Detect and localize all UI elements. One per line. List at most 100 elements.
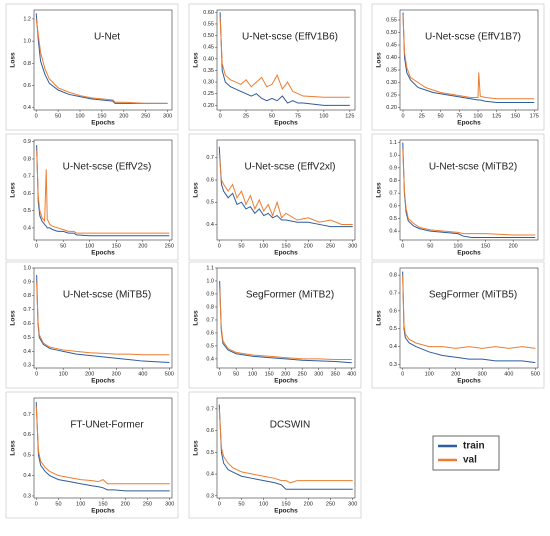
y-tick-label: 0.6 [23,321,31,327]
x-tick-label: 250 [298,371,307,377]
legend-box [432,435,500,471]
x-tick-label: 50 [427,243,433,249]
y-axis-label: Loss [10,310,17,326]
x-tick-label: 100 [59,371,68,377]
x-tick-label: 0 [401,243,404,249]
x-tick-label: 50 [437,113,443,119]
x-axis-label: Epochs [274,508,298,515]
y-tick-label: 0.50 [386,30,397,36]
y-tick-label: 0.40 [386,55,397,61]
legend-label: val [463,455,477,466]
panel-frame [188,261,362,389]
y-tick-label: 1.0 [23,39,31,45]
y-axis-label: Loss [10,182,17,198]
x-tick-label: 100 [425,371,434,377]
series-line [219,287,352,361]
x-tick-label: 300 [112,371,121,377]
y-tick-label: 0.30 [386,80,397,86]
chart-title: U-Net-scse (MiTB5) [63,290,151,301]
y-tick-label: 0.40 [203,56,214,62]
x-tick-label: 200 [138,243,147,249]
x-tick-label: 75 [456,113,462,119]
panel-frame [188,3,362,131]
y-tick-label: 0.5 [23,208,31,214]
x-tick-label: 200 [451,371,460,377]
x-tick-label: 300 [348,501,357,507]
y-tick-label: 0.6 [23,432,31,438]
y-tick-label: 0.5 [23,453,31,459]
x-tick-label: 75 [295,113,301,119]
x-tick-label: 250 [326,243,335,249]
series-line [219,280,352,364]
panel-frame [5,133,179,261]
y-tick-label: 0.7 [389,191,397,197]
y-axis-label: Loss [193,440,200,456]
chart-title: SegFormer (MiTB2) [246,290,334,301]
y-tick-label: 0.8 [23,293,31,299]
x-axis-label: Epochs [91,120,115,127]
x-tick-label: 150 [98,501,107,507]
x-tick-label: 200 [304,501,313,507]
series-line [218,408,353,484]
y-tick-label: 0.8 [23,61,31,67]
x-axis-label: Epochs [274,378,298,385]
plot-frame [399,9,539,111]
x-tick-label: 400 [504,371,513,377]
panel-frame [188,391,362,519]
series-line [35,402,170,492]
y-tick-label: 0.25 [203,91,214,97]
y-tick-label: 1.0 [23,265,31,271]
x-tick-label: 150 [112,243,121,249]
chart-title: SegFormer (MiTB5) [429,290,517,301]
series-line [402,14,535,100]
y-tick-label: 1.1 [206,265,214,271]
series-line [36,274,170,363]
y-tick-label: 0.6 [206,428,214,434]
x-tick-label: 0 [401,113,404,119]
plot-frame [33,139,173,241]
x-tick-label: 0 [218,501,221,507]
y-tick-label: 0.7 [23,412,31,418]
panel-frame [188,133,362,261]
y-axis-label: Loss [193,310,200,326]
y-tick-label: 0.7 [206,406,214,412]
x-tick-label: 400 [347,371,356,377]
series-line [402,275,536,349]
y-tick-label: 0.30 [203,80,214,86]
y-tick-label: 0.45 [203,45,214,51]
y-tick-label: 0.7 [206,155,214,161]
series-line [219,12,350,106]
y-tick-label: 0.5 [23,335,31,341]
x-axis-label: Epochs [274,120,298,127]
x-tick-label: 200 [509,243,518,249]
y-tick-label: 1.0 [206,278,214,284]
y-axis-label: Loss [193,52,200,68]
x-tick-label: 50 [269,113,275,119]
x-tick-label: 0 [35,113,38,119]
x-tick-label: 0 [401,371,404,377]
y-axis-label: Loss [376,52,383,68]
x-tick-label: 500 [531,371,540,377]
y-axis-label: Loss [10,52,17,68]
x-tick-label: 150 [481,243,490,249]
y-tick-label: 0.9 [23,279,31,285]
x-tick-label: 300 [314,371,323,377]
x-tick-label: 100 [259,501,268,507]
y-tick-label: 0.5 [389,216,397,222]
chart-title: DCSWIN [270,420,311,431]
y-axis-label: Loss [193,182,200,198]
y-tick-label: 0.6 [23,83,31,89]
y-tick-label: 0.20 [203,103,214,109]
y-tick-label: 0.7 [389,290,397,296]
x-tick-label: 100 [248,371,257,377]
x-tick-label: 200 [281,371,290,377]
x-axis-label: Epochs [457,378,481,385]
y-tick-label: 0.3 [23,493,31,499]
x-tick-label: 0 [35,243,38,249]
x-axis-label: Epochs [91,508,115,515]
x-tick-label: 150 [97,113,106,119]
y-tick-label: 0.8 [206,304,214,310]
y-tick-label: 0.4 [23,473,31,479]
y-tick-label: 0.5 [206,200,214,206]
